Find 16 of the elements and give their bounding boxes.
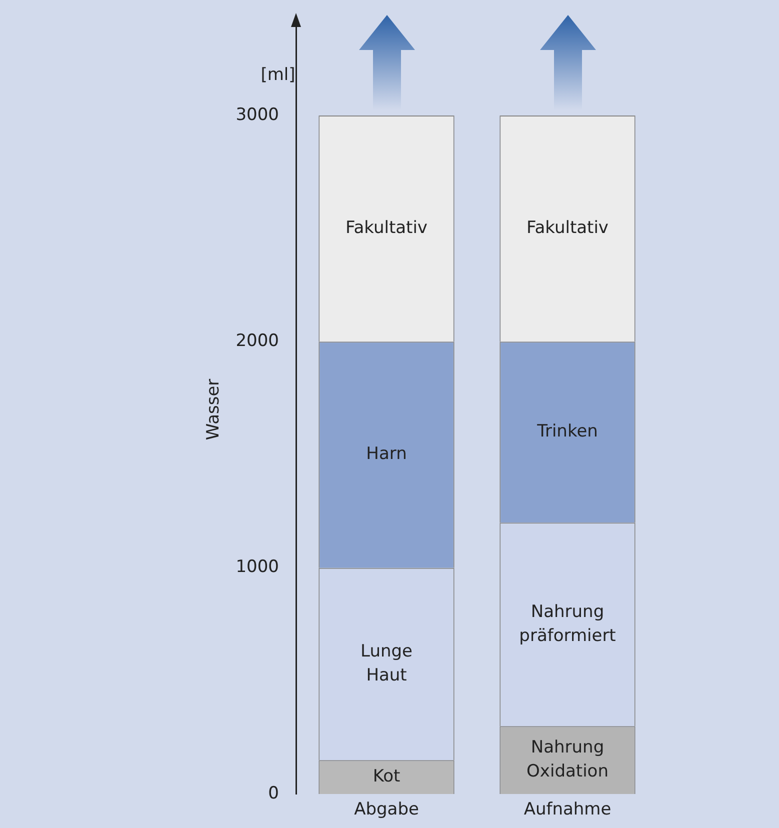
data-label: Trinken — [536, 422, 598, 442]
y-tick-label: 0 — [268, 783, 279, 804]
data-label: Fakultativ — [346, 218, 428, 238]
data-label: Nahrung präformiert — [519, 602, 616, 646]
data-label: Nahrung Oxidation — [526, 737, 608, 782]
data-label: Lunge Haut — [360, 641, 412, 686]
y-tick-label: 1000 — [236, 557, 279, 578]
y-axis-title: Wasser — [204, 378, 224, 440]
x-tick-label: Abgabe — [354, 800, 419, 820]
y-tick-label: 3000 — [236, 104, 279, 125]
x-tick-label: Aufnahme — [524, 800, 612, 820]
text: [ml] — [260, 64, 296, 85]
data-label: Kot — [372, 766, 401, 786]
data-label: Fakultativ — [526, 218, 608, 238]
data-label: Harn — [366, 444, 407, 464]
y-tick-label: 2000 — [236, 331, 279, 352]
